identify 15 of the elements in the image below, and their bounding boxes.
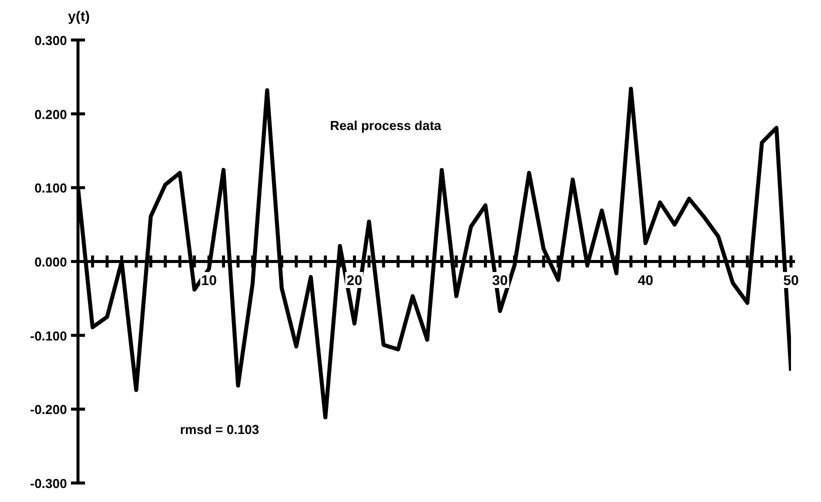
x-tick-label: 40 [636,272,654,288]
y-tick-label: 0.000 [34,254,67,270]
x-tick-label: 30 [491,272,509,288]
y-tick-label: 0.100 [34,180,67,196]
x-tick-label: 50 [782,272,800,288]
y-tick-label: -0.200 [30,402,67,418]
x-tick-label: 10 [200,272,218,288]
annotation: Real process data [330,118,442,133]
x-tick-label: 20 [346,272,364,288]
y-axis-title: y(t) [68,8,90,24]
annotation: rmsd = 0.103 [180,422,260,437]
y-tick-label: 0.300 [34,33,67,48]
y-tick-label: 0.200 [34,106,67,122]
y-tick-label: -0.300 [30,476,67,491]
y-tick-label: -0.100 [30,328,67,344]
